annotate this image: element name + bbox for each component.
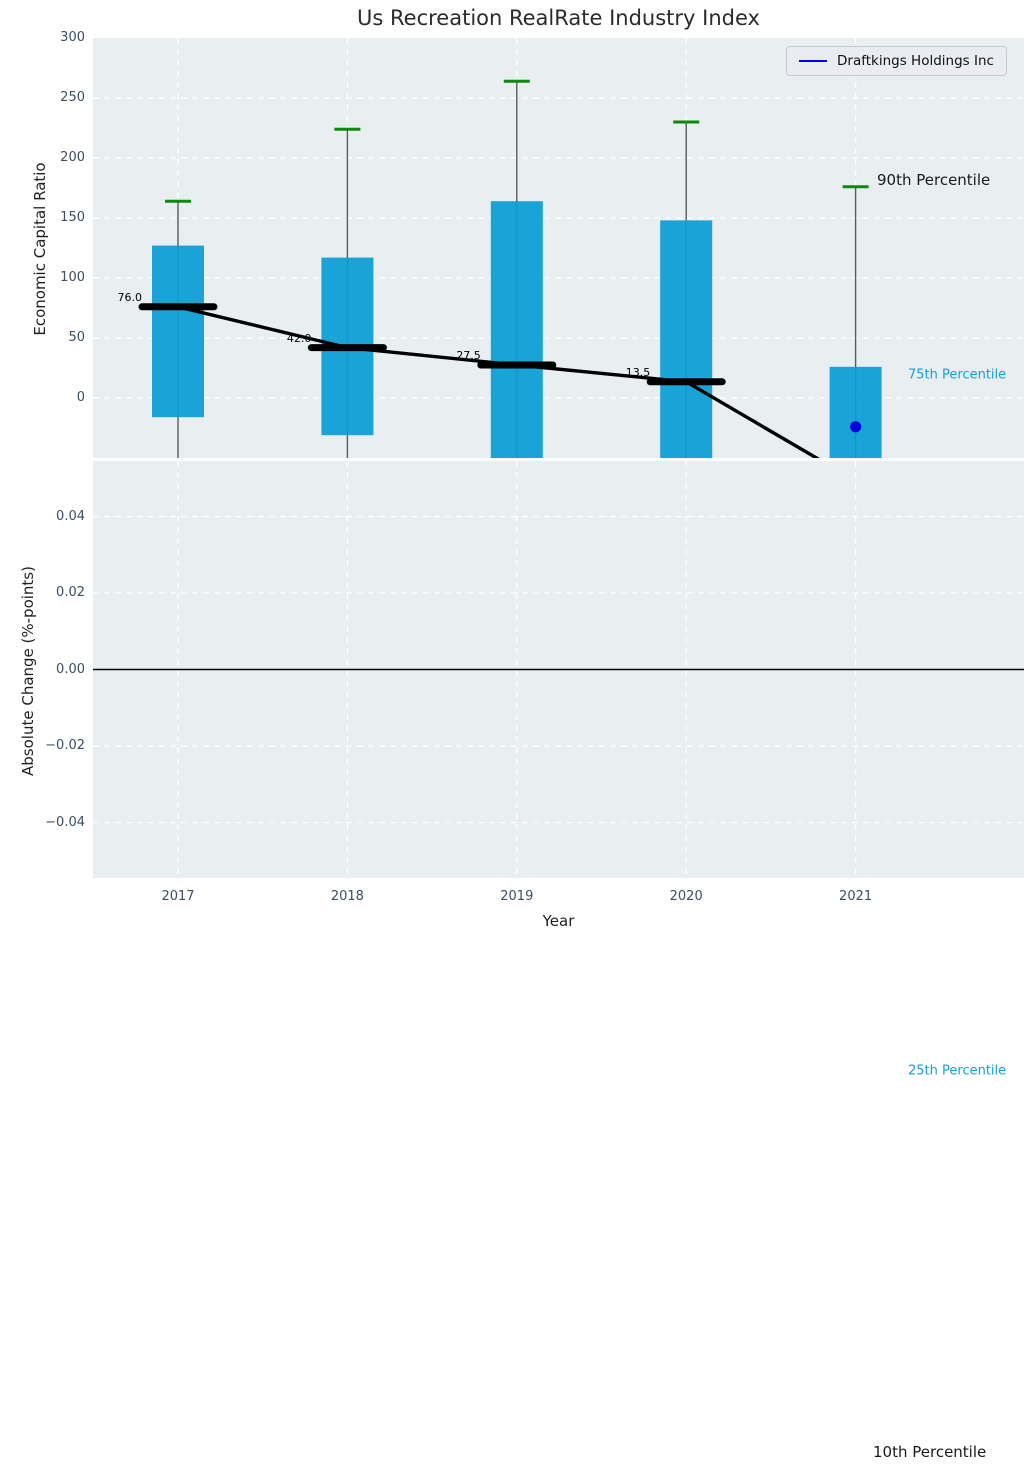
legend-line-icon bbox=[799, 60, 827, 62]
y-tick-label-top: 0 bbox=[76, 390, 85, 405]
y-tick-label-bottom: 0.02 bbox=[56, 585, 85, 600]
percentile-bar bbox=[660, 220, 713, 458]
bottom-plot-canvas bbox=[93, 461, 1024, 878]
y-tick-label-top: 150 bbox=[60, 210, 85, 225]
percentile-bar bbox=[152, 245, 204, 418]
y-tick-label-top: 300 bbox=[60, 30, 85, 45]
plot-area-top bbox=[93, 38, 1024, 458]
legend: Draftkings Holdings Inc bbox=[786, 46, 1007, 76]
x-tick-label: 2018 bbox=[330, 889, 364, 904]
y-tick-label-top: 50 bbox=[68, 330, 85, 345]
company-marker-dot bbox=[850, 421, 862, 433]
percentile-bar bbox=[829, 366, 882, 458]
x-axis-label: Year bbox=[542, 912, 575, 930]
median-value-label: 76.0 bbox=[117, 290, 143, 304]
x-tick-label: 2021 bbox=[839, 889, 873, 904]
90th-percentile-annotation: 90th Percentile bbox=[877, 171, 991, 189]
y-tick-label-top: 200 bbox=[60, 150, 85, 165]
y-tick-label-bottom: 0.00 bbox=[56, 661, 85, 677]
75th-percentile-annotation: 75th Percentile bbox=[908, 367, 1007, 383]
y-axis-label-top: Economic Capital Ratio bbox=[31, 162, 49, 336]
median-value-label: 42.0 bbox=[286, 331, 312, 345]
median-value-label: 27.5 bbox=[456, 349, 481, 362]
y-tick-label-top: 100 bbox=[60, 270, 85, 285]
x-tick-label: 2017 bbox=[161, 889, 195, 904]
x-tick-label: 2019 bbox=[500, 889, 534, 904]
top-plot-canvas bbox=[93, 38, 1024, 458]
median-value-label: 13.5 bbox=[625, 365, 651, 379]
y-tick-label-bottom: 0.04 bbox=[56, 508, 85, 524]
y-tick-label-top: 250 bbox=[60, 90, 85, 105]
x-tick-label: 2020 bbox=[669, 889, 703, 904]
plot-area-bottom bbox=[93, 461, 1024, 878]
percentile-bar bbox=[490, 201, 543, 458]
chart-title: Us Recreation RealRate Industry Index bbox=[357, 6, 760, 30]
y-tick-label-bottom: −0.04 bbox=[45, 814, 85, 830]
25th-percentile-annotation: 25th Percentile bbox=[908, 1063, 1007, 1079]
10th-percentile-annotation: 10th Percentile bbox=[873, 1443, 987, 1461]
legend-label: Draftkings Holdings Inc bbox=[837, 53, 994, 69]
y-tick-label-bottom: −0.02 bbox=[45, 738, 85, 753]
